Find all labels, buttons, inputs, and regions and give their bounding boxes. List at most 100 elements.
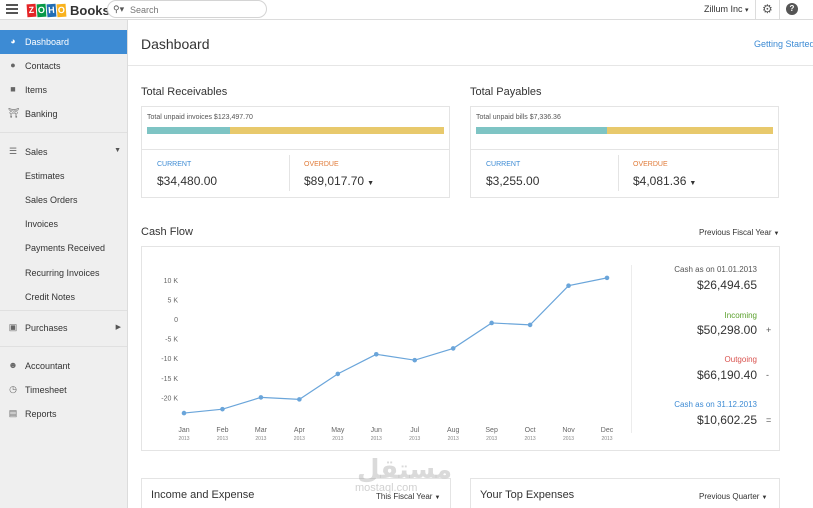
sidebar-subitem-payments-received[interactable]: Payments Received — [0, 236, 127, 260]
org-switcher[interactable]: Zillum Inc ▾ — [704, 4, 749, 14]
sidebar-item-label: Payments Received — [25, 243, 106, 253]
data-point — [258, 395, 264, 400]
chevron-right-icon: ▶ — [115, 324, 121, 331]
sidebar-item-reports[interactable]: ▤ Reports — [0, 402, 127, 426]
incoming-label: Incoming — [724, 311, 757, 320]
payables-unpaid: Total unpaid bills $7,336.36 — [476, 114, 561, 121]
x-tick-label: Oct — [525, 427, 536, 434]
sidebar-subitem-invoices[interactable]: Invoices — [0, 212, 127, 236]
top-expenses-period-dropdown[interactable]: Previous Quarter ▼ — [699, 492, 767, 501]
x-tick-year-label: 2013 — [294, 436, 305, 442]
payables-overdue-dropdown[interactable]: $4,081.36 ▼ — [633, 174, 696, 188]
divider — [0, 346, 127, 347]
divider — [471, 149, 778, 150]
sidebar-item-label: Purchases — [25, 323, 68, 333]
y-tick-label: -15 K — [161, 376, 178, 383]
sidebar-item-timesheet[interactable]: ◷ Timesheet — [0, 378, 127, 402]
payables-overdue-value: $4,081.36 — [633, 174, 687, 188]
brand-name: Books — [70, 2, 110, 18]
sidebar-item-label: Sales — [25, 147, 48, 157]
outgoing-value: $66,190.40 — [696, 368, 757, 382]
receivables-current-fill — [147, 127, 231, 134]
sidebar-subitem-credit-notes[interactable]: Credit Notes — [0, 285, 127, 309]
accountant-icon: ☻ — [8, 360, 18, 370]
x-tick-year-label: 2013 — [178, 436, 189, 442]
sidebar-item-label: Estimates — [25, 171, 65, 181]
x-tick-label: May — [331, 427, 345, 434]
x-tick-year-label: 2013 — [601, 436, 612, 442]
y-tick-label: -10 K — [161, 356, 178, 363]
sidebar-item-contacts[interactable]: ● Contacts — [0, 54, 127, 78]
cashflow-period-dropdown[interactable]: Previous Fiscal Year ▼ — [699, 228, 779, 237]
x-tick-year-label: 2013 — [448, 436, 459, 442]
x-tick-label: Jan — [178, 427, 189, 434]
x-tick-label: Mar — [255, 427, 268, 434]
divider — [755, 0, 756, 20]
sidebar-item-label: Sales Orders — [25, 195, 78, 205]
payables-current-value: $3,255.00 — [486, 174, 540, 188]
closing-cash-label: Cash as on 31.12.2013 — [674, 400, 757, 409]
divider — [289, 155, 290, 191]
receivables-overdue-dropdown[interactable]: $89,017.70 ▼ — [304, 174, 374, 188]
bank-icon: ⛩ — [8, 108, 20, 118]
sidebar-subitem-recurring-invoices[interactable]: Recurring Invoices — [0, 261, 127, 285]
logo-letter: O — [36, 3, 47, 17]
cashflow-card: 10 K 5 K 0 -5 K -10 K -15 K -20 K Jan 2013 Feb 201… — [141, 246, 780, 451]
cashflow-period: Previous Fiscal Year — [699, 228, 772, 237]
cashflow-title: Cash Flow — [141, 226, 193, 238]
incoming-value: $50,298.00 — [696, 323, 757, 337]
gear-icon[interactable]: ⚙ — [762, 2, 773, 16]
y-tick-label: 0 — [174, 317, 178, 324]
sidebar-item-label: Timesheet — [25, 385, 67, 395]
receivables-overdue-label: OVERDUE — [304, 161, 339, 168]
income-expense-period-dropdown[interactable]: This Fiscal Year ▼ — [376, 492, 440, 501]
page-title: Dashboard — [141, 36, 210, 52]
x-tick-label: Apr — [294, 427, 306, 434]
sidebar-subitem-estimates[interactable]: Estimates — [0, 164, 127, 188]
x-tick-year-label: 2013 — [332, 436, 343, 442]
equals-sign: = — [766, 415, 772, 425]
y-tick-label: 5 K — [167, 297, 178, 304]
logo-letter: O — [56, 3, 67, 17]
receivables-current-value: $34,480.00 — [157, 174, 218, 188]
sidebar-item-sales[interactable]: ☰ Sales ▼ — [0, 140, 127, 164]
x-tick-year-label: 2013 — [255, 436, 266, 442]
cashflow-chart: 10 K 5 K 0 -5 K -10 K -15 K -20 K Jan 2013 Feb 201… — [161, 275, 614, 442]
x-tick-year-label: 2013 — [486, 436, 497, 442]
sidebar-item-label: Accountant — [25, 361, 71, 371]
sidebar-item-purchases[interactable]: ▣ Purchases ▶ — [0, 316, 127, 340]
sidebar-subitem-sales-orders[interactable]: Sales Orders — [0, 188, 127, 212]
x-tick-year-label: 2013 — [525, 436, 536, 442]
search-box[interactable]: ⚲▾ — [107, 0, 267, 18]
menu-icon[interactable] — [6, 4, 18, 14]
x-tick-label: Jul — [410, 427, 419, 434]
sidebar-item-banking[interactable]: ⛩ Banking — [0, 102, 127, 126]
data-point — [450, 346, 456, 351]
search-input[interactable] — [130, 3, 260, 16]
sidebar-item-accountant[interactable]: ☻ Accountant — [0, 354, 127, 378]
reports-icon: ▤ — [8, 408, 18, 418]
opening-cash-value: $26,494.65 — [696, 278, 757, 292]
y-tick-label: -5 K — [165, 337, 178, 344]
divider — [0, 310, 127, 311]
payables-title: Total Payables — [470, 86, 542, 98]
sidebar-item-dashboard[interactable]: ◕ Dashboard — [0, 30, 127, 54]
payables-card: Total unpaid bills $7,336.36 CURRENT $3,… — [470, 106, 779, 198]
receivables-card: Total unpaid invoices $123,497.70 CURREN… — [141, 106, 450, 198]
chevron-down-icon: ▼ — [773, 231, 780, 237]
data-point — [527, 322, 533, 328]
search-icon[interactable]: ⚲▾ — [113, 4, 125, 14]
getting-started-link[interactable]: Getting Started — [754, 39, 813, 49]
sidebar-item-label: Contacts — [25, 61, 61, 71]
x-tick-year-label: 2013 — [409, 436, 420, 442]
divider — [631, 265, 632, 433]
sidebar-item-label: Banking — [25, 109, 58, 119]
sidebar-item-label: Reports — [25, 409, 57, 419]
sidebar-item-items[interactable]: ■ Items — [0, 78, 127, 102]
divider — [779, 0, 780, 20]
x-tick-year-label: 2013 — [371, 436, 382, 442]
help-icon[interactable]: ? — [786, 3, 798, 15]
income-expense-title: Income and Expense — [151, 489, 255, 501]
